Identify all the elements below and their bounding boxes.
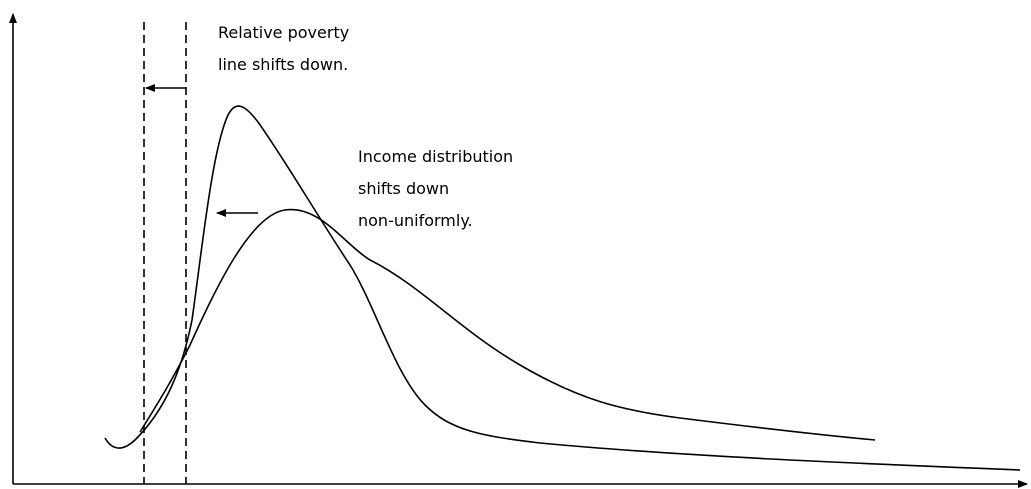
annotation-line: non-uniformly. bbox=[358, 211, 473, 230]
annotation-line: shifts down bbox=[358, 179, 449, 198]
annotation-line: line shifts down. bbox=[218, 55, 348, 74]
old-distribution-curve bbox=[139, 208, 876, 441]
new-distribution-curve bbox=[104, 105, 1021, 471]
annotation-line: Relative poverty bbox=[218, 23, 349, 42]
annotation-line: Income distribution bbox=[358, 147, 513, 166]
